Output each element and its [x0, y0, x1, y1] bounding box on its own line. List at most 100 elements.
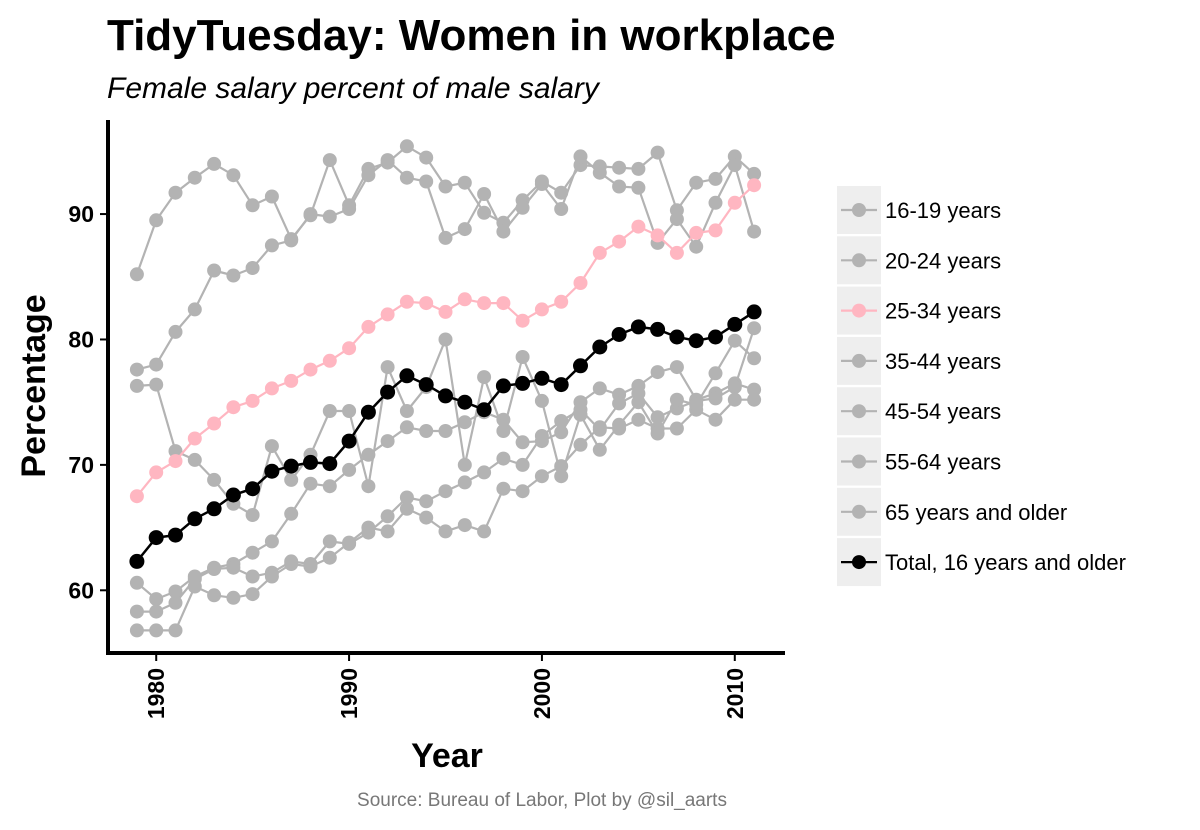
data-point — [438, 524, 453, 539]
data-point — [284, 557, 299, 571]
data-point — [457, 292, 472, 307]
data-point — [612, 396, 627, 411]
x-tick-label: 1990 — [336, 668, 362, 719]
data-point — [206, 501, 222, 517]
legend-key-dot — [852, 454, 866, 469]
data-point — [129, 623, 144, 638]
data-point — [226, 400, 241, 415]
series-16-19-years — [129, 139, 762, 282]
data-point — [534, 469, 549, 484]
data-point — [168, 527, 183, 543]
data-point — [477, 524, 492, 539]
data-point — [342, 202, 357, 216]
data-point — [361, 168, 376, 183]
data-point — [264, 381, 279, 396]
legend-key-dot — [852, 203, 866, 217]
data-point — [284, 472, 299, 487]
data-point — [592, 442, 607, 457]
data-point — [515, 375, 531, 391]
data-point — [245, 545, 260, 560]
data-point — [611, 327, 627, 342]
data-point — [573, 358, 588, 374]
data-point — [534, 177, 549, 191]
legend-item-35-44-years: 35-44 years — [837, 336, 1001, 385]
data-point — [554, 425, 569, 440]
data-point — [669, 329, 685, 345]
legend-key-dot — [852, 404, 866, 419]
data-point — [264, 534, 279, 549]
data-point — [342, 462, 357, 477]
data-point — [573, 149, 588, 164]
legend-item-20-24-years: 20-24 years — [837, 236, 1001, 285]
data-point — [303, 454, 318, 470]
x-axis-ticks: 1980 1990 2000 2010 — [143, 653, 748, 719]
data-point — [496, 296, 511, 311]
data-point — [669, 421, 684, 436]
data-point — [399, 404, 414, 418]
data-point — [650, 365, 665, 380]
data-point — [207, 263, 222, 278]
data-point — [419, 150, 434, 165]
data-point — [727, 333, 742, 348]
data-point — [438, 424, 453, 438]
data-point — [207, 588, 222, 603]
data-point — [264, 463, 280, 479]
data-point — [457, 475, 472, 490]
data-point — [149, 377, 164, 392]
data-point — [515, 457, 530, 472]
data-point — [149, 357, 164, 372]
data-point — [245, 481, 261, 497]
data-point — [149, 213, 164, 228]
data-point — [592, 420, 607, 435]
data-point — [612, 417, 627, 432]
data-point — [515, 313, 530, 328]
data-point — [168, 324, 183, 339]
data-point — [283, 458, 299, 474]
chart-subtitle: Female salary percent of male salary — [107, 72, 601, 105]
data-point — [149, 604, 164, 619]
data-point — [129, 553, 145, 569]
data-point — [264, 439, 279, 454]
data-point — [631, 395, 646, 410]
data-point — [727, 158, 742, 173]
data-point — [477, 205, 492, 220]
data-point — [727, 195, 742, 210]
data-point — [341, 433, 357, 449]
data-point — [573, 407, 588, 422]
data-point — [187, 579, 202, 594]
data-point — [534, 393, 549, 408]
data-point — [554, 185, 569, 200]
x-axis-title: Year — [411, 737, 483, 775]
data-point — [187, 431, 202, 446]
data-point — [650, 228, 665, 243]
data-point — [554, 469, 569, 484]
data-point — [727, 392, 742, 407]
data-point — [187, 170, 202, 185]
data-point — [669, 212, 684, 227]
legend-key-dot — [852, 555, 866, 570]
data-point — [187, 452, 202, 467]
data-point — [476, 402, 492, 418]
data-point — [438, 230, 453, 245]
legend-item-total-16-years-and-older: Total, 16 years and older — [837, 538, 1126, 587]
x-tick-label: 2010 — [722, 668, 748, 719]
legend-item-55-64-years: 55-64 years — [837, 437, 1001, 486]
data-point — [747, 166, 762, 181]
data-point — [496, 481, 511, 496]
legend-label: Total, 16 years and older — [885, 550, 1126, 575]
data-point — [245, 393, 260, 408]
data-point — [438, 332, 453, 347]
y-tick-label: 60 — [68, 577, 94, 603]
data-point — [631, 180, 646, 195]
data-point — [747, 392, 762, 407]
data-point — [245, 198, 260, 213]
legend-label: 35-44 years — [885, 349, 1001, 374]
chart-title: TidyTuesday: Women in workplace — [107, 11, 836, 60]
data-point — [187, 511, 203, 527]
series-65-years-and-older — [129, 332, 762, 522]
data-point — [418, 377, 434, 393]
data-point — [399, 420, 414, 435]
data-point — [399, 170, 414, 185]
data-point — [612, 179, 627, 194]
